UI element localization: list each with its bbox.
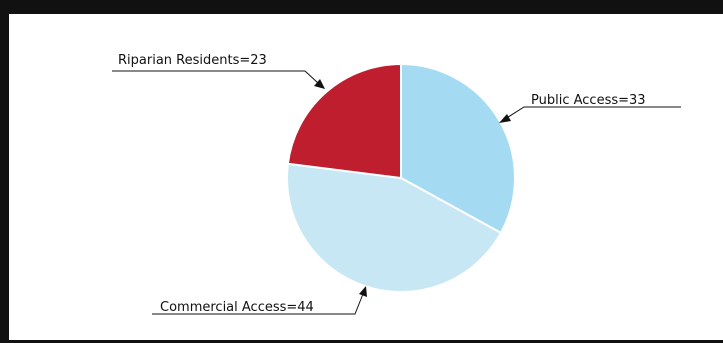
leader-arrow-riparian-residents [314, 79, 325, 89]
leader-line-public-access [504, 106, 681, 120]
slice-label-riparian-residents: Riparian Residents=23 [118, 53, 267, 68]
leader-line-riparian-residents [112, 70, 319, 84]
leader-line-commercial-access [152, 293, 364, 315]
leader-arrow-public-access [499, 114, 511, 123]
pie-labels: Public Access=33 Commercial Access=44 Ri… [112, 53, 681, 315]
pie-slice-public-access [400, 62, 516, 235]
pie-slice-riparian-residents [286, 62, 402, 180]
pie-slices [286, 62, 516, 293]
slice-label-public-access: Public Access=33 [531, 93, 646, 108]
slice-label-commercial-access: Commercial Access=44 [160, 300, 314, 315]
leader-arrow-commercial-access [359, 286, 367, 297]
